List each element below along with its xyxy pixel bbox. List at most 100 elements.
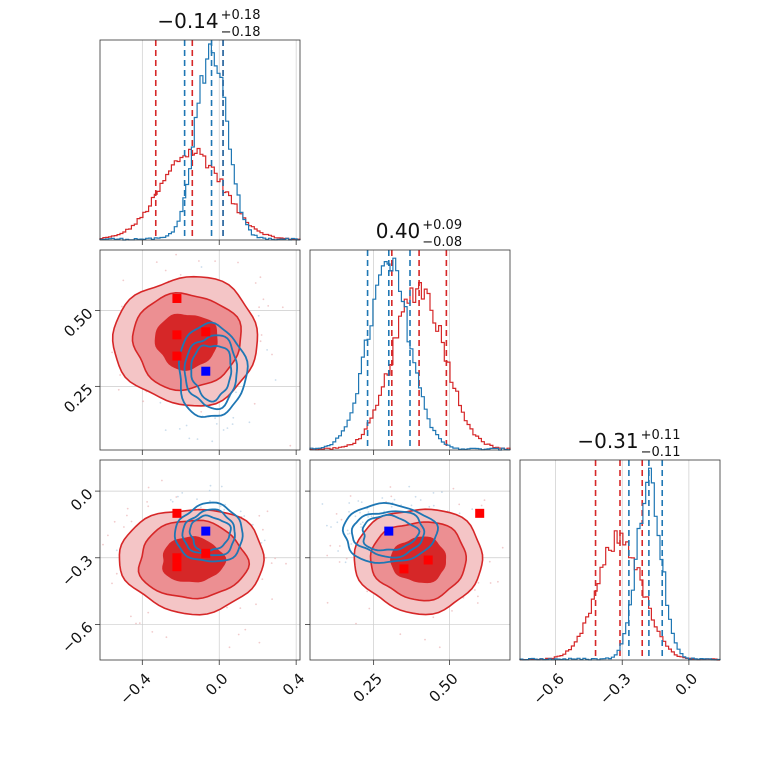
- x-tick-label: −0.6: [529, 670, 567, 708]
- sample-point: [458, 512, 461, 515]
- sample-point: [259, 340, 262, 343]
- blue-contour-inner: [190, 344, 233, 403]
- sample-point: [321, 503, 324, 505]
- y-tick-label: 0.50: [60, 304, 96, 340]
- sample-point: [326, 601, 329, 604]
- sample-point: [408, 485, 411, 488]
- sample-point: [254, 282, 257, 284]
- blue-contour-inner: [188, 514, 232, 553]
- sample-point: [244, 628, 247, 631]
- y-tick-label: −0.6: [58, 618, 96, 656]
- sample-point: [274, 557, 276, 560]
- sample-point: [203, 454, 205, 456]
- sample-point: [146, 501, 149, 503]
- sample-point: [208, 489, 211, 492]
- title-lower-error: −0.18: [221, 25, 261, 40]
- sample-point: [267, 305, 270, 307]
- x-tick-label: −0.3: [596, 670, 634, 708]
- axes-frame: [99, 459, 301, 661]
- sample-point: [476, 602, 479, 604]
- sample-point: [428, 505, 431, 508]
- axes-frame: [309, 459, 511, 661]
- sample-point: [224, 503, 227, 506]
- sample-point: [281, 306, 284, 309]
- sample-point: [171, 500, 174, 503]
- histogram-blue: [99, 43, 301, 241]
- red-marker: [475, 508, 485, 518]
- title-value: 0.40: [376, 219, 421, 243]
- sample-point: [261, 578, 264, 580]
- sample-point: [264, 556, 267, 559]
- y-tick-label: 0.25: [60, 380, 96, 416]
- marginal-title-1: −0.14 +0.18 −0.18: [157, 8, 260, 40]
- sample-point: [115, 572, 118, 575]
- sample-point: [196, 498, 198, 501]
- joint-content: [88, 454, 300, 660]
- sample-point: [188, 437, 191, 440]
- sample-point: [88, 583, 90, 585]
- sample-point: [251, 523, 254, 526]
- sample-point: [285, 562, 287, 565]
- sample-point: [253, 402, 256, 405]
- sample-point: [130, 520, 133, 523]
- x-tick-label: 0.0: [672, 670, 702, 700]
- sample-point: [147, 505, 150, 508]
- sample-point: [262, 528, 264, 531]
- sample-point: [359, 523, 362, 525]
- sample-point: [337, 550, 339, 552]
- red-marker: [399, 564, 409, 574]
- title-lower-error: −0.11: [641, 445, 681, 460]
- sample-point: [52, 330, 54, 332]
- sample-point: [115, 549, 118, 552]
- sample-point: [214, 260, 217, 262]
- sample-point: [361, 521, 364, 524]
- axes-frame: [309, 249, 511, 451]
- red-marker: [172, 562, 182, 572]
- sample-point: [200, 410, 203, 413]
- sample-point: [260, 334, 263, 336]
- sample-point: [178, 428, 181, 430]
- x-tick-label: 0.4: [279, 670, 309, 700]
- sample-point: [147, 611, 150, 614]
- sample-point: [255, 603, 257, 606]
- sample-point: [122, 279, 125, 282]
- sample-point: [359, 511, 361, 514]
- sample-point: [237, 633, 240, 636]
- sample-point: [424, 638, 426, 641]
- sample-point: [81, 444, 83, 446]
- sample-point: [262, 298, 265, 301]
- sample-point: [151, 631, 154, 633]
- sample-point: [155, 261, 158, 263]
- marginal-panel-2: [309, 249, 511, 455]
- sample-point: [126, 507, 129, 510]
- sample-point: [390, 505, 393, 508]
- sample-point: [366, 590, 369, 593]
- title-upper-error: +0.09: [422, 218, 462, 233]
- sample-point: [198, 260, 200, 262]
- sample-point: [248, 421, 251, 424]
- sample-point: [237, 261, 239, 264]
- sample-point: [497, 580, 499, 583]
- sample-point: [123, 526, 125, 528]
- sample-point: [370, 515, 373, 518]
- joint-panel-2: [88, 454, 301, 665]
- sample-point: [271, 598, 273, 600]
- joint-panel-1: [52, 249, 301, 455]
- blue-contour-mid: [183, 334, 239, 411]
- sample-point: [340, 518, 343, 521]
- title-value: −0.31: [577, 429, 638, 453]
- sample-point: [452, 487, 455, 490]
- sample-point: [488, 560, 491, 563]
- sample-point: [239, 510, 242, 513]
- blue-marker: [384, 526, 394, 536]
- histogram-red: [99, 147, 301, 240]
- sample-point: [111, 351, 113, 354]
- sample-point: [355, 622, 357, 625]
- y-tick-label: −0.3: [58, 552, 96, 590]
- sample-point: [336, 521, 339, 524]
- sample-point: [348, 532, 351, 535]
- sample-point: [399, 633, 402, 636]
- red-marker: [172, 508, 182, 518]
- sample-point: [169, 499, 172, 501]
- sample-point: [228, 646, 231, 649]
